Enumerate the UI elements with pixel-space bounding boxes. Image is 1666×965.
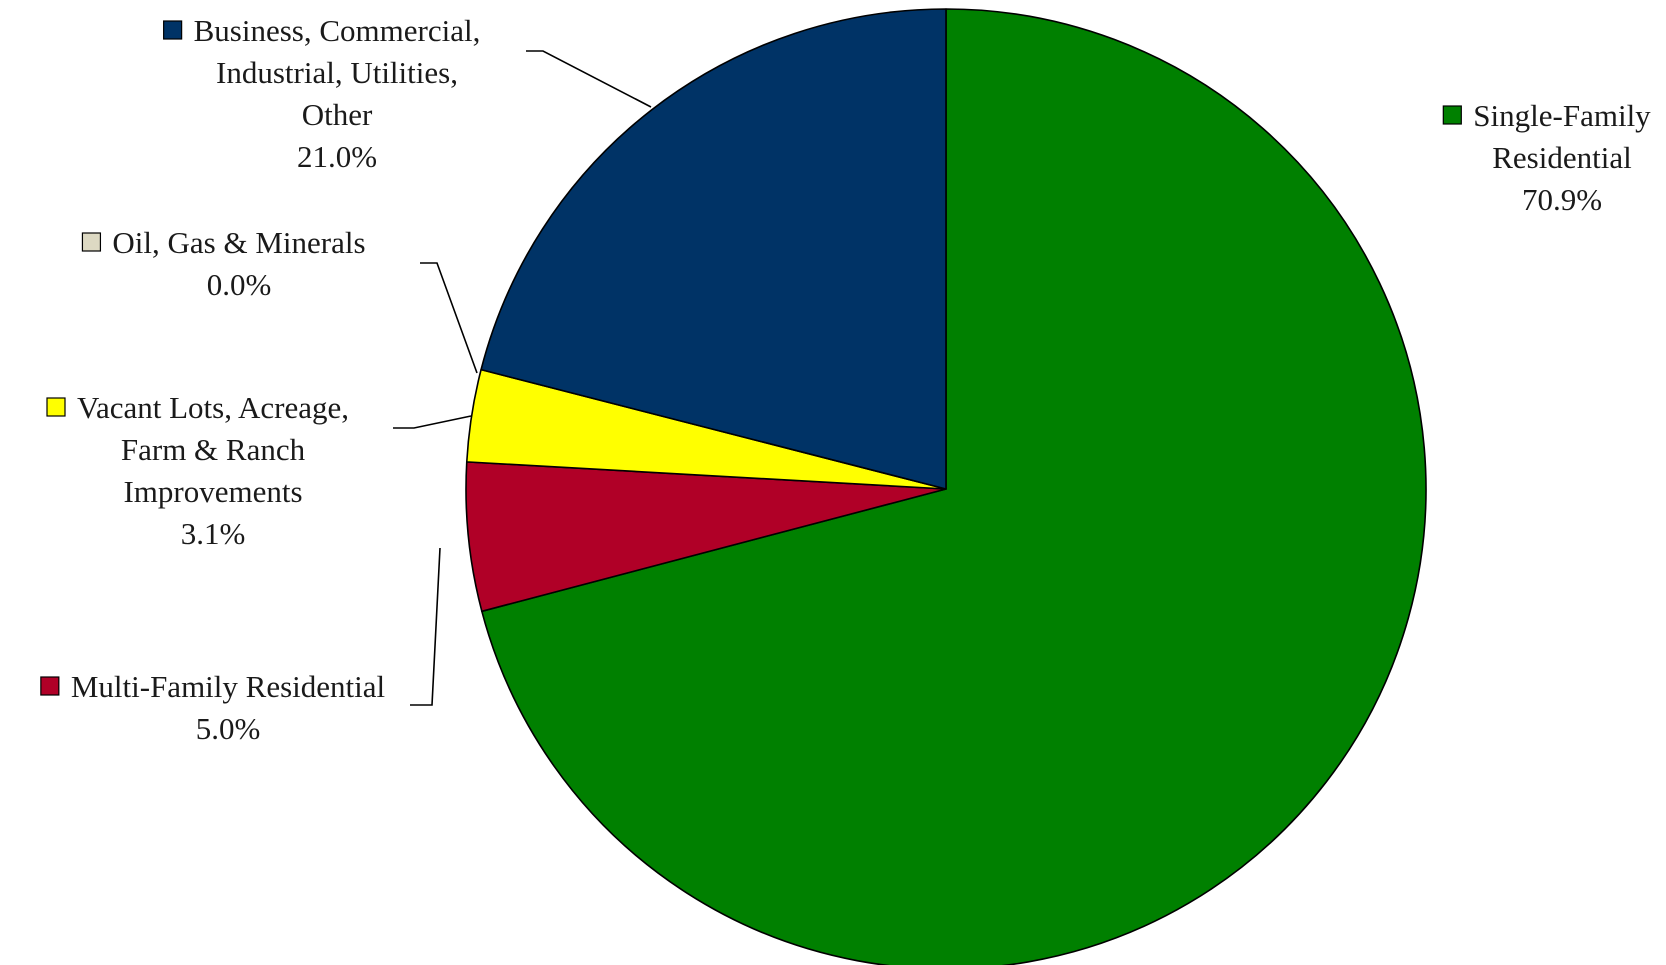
- slice-label-business-line-1: Business, Commercial,: [194, 13, 481, 48]
- pie-slice-business: [480, 8, 947, 490]
- slice-label-vacant-lots-line-2: Farm & Ranch: [121, 432, 306, 467]
- leader-line-multi-family: [410, 547, 441, 706]
- slice-label-single-family-line-2: Residential: [1492, 140, 1631, 175]
- slice-label-vacant-lots-line-1: Vacant Lots, Acreage,: [77, 390, 349, 425]
- legend-swatch-vacant-lots: [46, 397, 66, 417]
- legend-swatch-business: [163, 20, 183, 40]
- slice-label-oil-gas-line-1: Oil, Gas & Minerals: [112, 225, 365, 260]
- leader-lines: [393, 50, 652, 706]
- pie-slices: [465, 8, 1427, 965]
- pie-slice-single-family: [481, 8, 1427, 965]
- data-label-multi-family: 5.0%: [196, 711, 261, 746]
- legend-swatch-single-family: [1442, 105, 1462, 125]
- slice-label-business-line-3: Other: [302, 97, 373, 132]
- data-label-vacant-lots: 3.1%: [181, 516, 246, 551]
- slice-labels: Single-Family Residential 70.9% Multi-Famil…: [40, 13, 1651, 746]
- data-label-single-family: 70.9%: [1522, 182, 1602, 217]
- pie-slice-multi-family: [465, 461, 947, 613]
- slice-label-multi-family-line-1: Multi-Family Residential: [71, 669, 385, 704]
- leader-line-oil-gas: [420, 262, 478, 374]
- slice-label-single-family-line-1: Single-Family: [1473, 98, 1651, 133]
- data-label-oil-gas: 0.0%: [207, 267, 272, 302]
- legend-swatch-oil-gas: [81, 232, 102, 252]
- data-label-business: 21.0%: [297, 139, 377, 174]
- leader-line-vacant-lots: [393, 415, 472, 429]
- slice-label-business-line-2: Industrial, Utilities,: [216, 55, 458, 90]
- legend-swatch-multi-family: [40, 676, 60, 696]
- slice-label-vacant-lots-line-3: Improvements: [123, 474, 302, 509]
- leader-line-business: [526, 50, 652, 108]
